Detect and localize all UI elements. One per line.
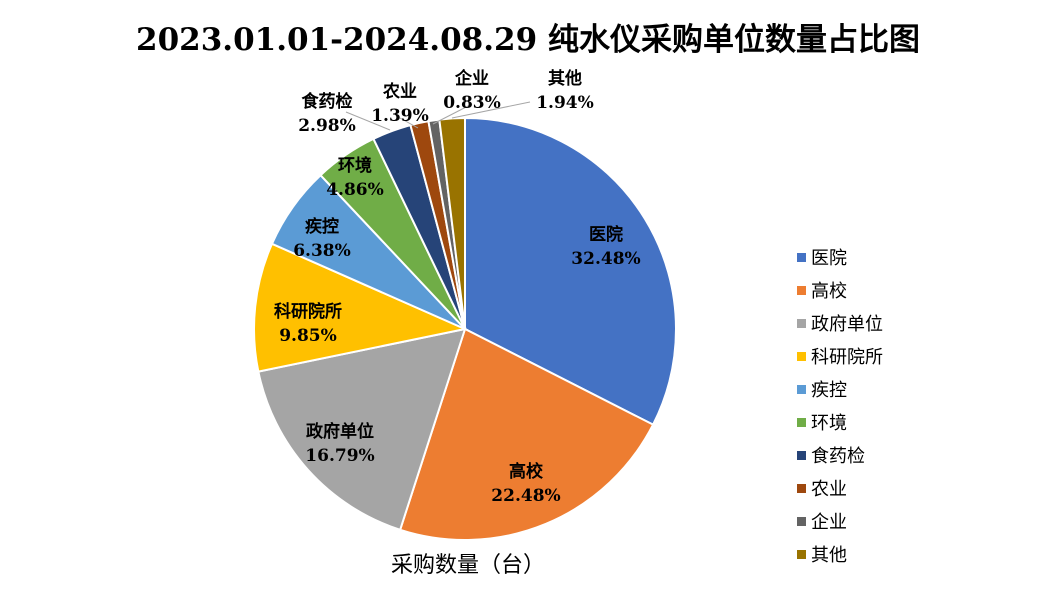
x-axis-label: 采购数量（台）	[391, 553, 545, 578]
leader-line-9	[432, 103, 473, 125]
legend-swatch-8	[797, 484, 806, 493]
legend-swatch-7	[797, 451, 806, 460]
data-label-category-8: 农业	[382, 81, 417, 102]
legend-swatch-1	[797, 253, 806, 262]
legend-swatch-5	[797, 385, 806, 394]
pie-slice-1	[464, 116, 677, 426]
legend-swatch-3	[797, 319, 806, 328]
data-label-category-10: 其他	[548, 68, 582, 89]
pie-slice-3	[257, 327, 467, 532]
legend-label-6: 环境	[811, 413, 847, 434]
legend-label-1: 医院	[811, 248, 847, 269]
chart-title: 2023.01.01-2024.08.29 纯水仪采购单位数量占比图	[136, 22, 920, 58]
legend-label-9: 企业	[811, 512, 847, 533]
data-label-category-1: 医院	[589, 224, 623, 245]
data-label-category-6: 环境	[338, 155, 372, 176]
data-label-value-10: 1.94%	[536, 93, 594, 113]
legend-swatch-2	[797, 286, 806, 295]
data-label-value-9: 0.83%	[443, 93, 501, 113]
legend-swatch-10	[797, 550, 806, 559]
leader-line-10	[451, 101, 531, 119]
legend-label-7: 食药检	[811, 446, 865, 467]
data-label-category-9: 企业	[454, 68, 489, 89]
data-label-value-7: 2.98%	[298, 116, 356, 136]
pie-slice-4	[253, 242, 469, 373]
legend-swatch-4	[797, 352, 806, 361]
legend-swatch-9	[797, 517, 806, 526]
data-label-value-4: 9.85%	[279, 326, 337, 346]
data-label-value-5: 6.38%	[293, 241, 351, 261]
legend-label-4: 科研院所	[811, 347, 883, 368]
legend-label-5: 疾控	[811, 380, 847, 401]
data-label-value-2: 22.48%	[491, 486, 560, 506]
data-label-value-8: 1.39%	[371, 106, 429, 126]
pie-slice-2	[398, 327, 655, 541]
data-label-category-5: 疾控	[305, 216, 339, 237]
legend-label-8: 农业	[811, 479, 847, 500]
leader-lines	[345, 101, 531, 131]
data-label-category-3: 政府单位	[306, 421, 374, 442]
data-label-value-6: 4.86%	[326, 180, 384, 200]
data-label-category-4: 科研院所	[274, 301, 342, 322]
data-label-category-2: 高校	[509, 461, 544, 482]
data-labels: 医院 32.48% 高校 22.48% 政府单位 16.79% 科研院所 9.85% 疾控 6.3…	[274, 68, 641, 506]
leader-line-8	[399, 117, 419, 129]
legend-swatch-6	[797, 418, 806, 427]
data-label-category-7: 食药检	[302, 91, 353, 112]
legend-label-3: 政府单位	[811, 314, 883, 335]
leader-line-7	[345, 111, 391, 131]
data-label-value-1: 32.48%	[571, 249, 640, 269]
pie-slices	[253, 116, 677, 541]
data-label-value-3: 16.79%	[305, 446, 374, 466]
legend-label-10: 其他	[811, 545, 847, 566]
legend-label-2: 高校	[811, 281, 847, 302]
